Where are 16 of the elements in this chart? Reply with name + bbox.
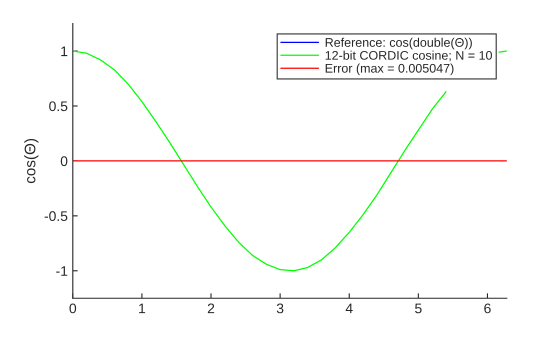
y-axis-title: cos(Θ) (24, 138, 38, 184)
legend-label: Reference: cos(double(Θ)) (326, 38, 472, 50)
y-tick-label: -1 (56, 266, 68, 276)
x-tick-label: 3 (276, 303, 284, 314)
y-tick-label: 0.5 (49, 101, 68, 112)
legend-label: 12-bit CORDIC cosine; N = 10 (326, 50, 492, 62)
y-tick-label: -0.5 (44, 211, 68, 222)
x-tick-label: 2 (208, 303, 214, 314)
y-tick-label: 0 (60, 156, 68, 166)
x-tick-label: 0 (69, 303, 76, 314)
x-tick-label: 4 (346, 304, 353, 314)
x-tick-label: 6 (484, 303, 491, 314)
x-tick-label: 5 (415, 304, 422, 314)
x-tick-label: 1 (139, 304, 146, 314)
y-tick-label: 1 (61, 46, 68, 56)
legend-label: Error (max = 0.005047) (326, 64, 454, 76)
